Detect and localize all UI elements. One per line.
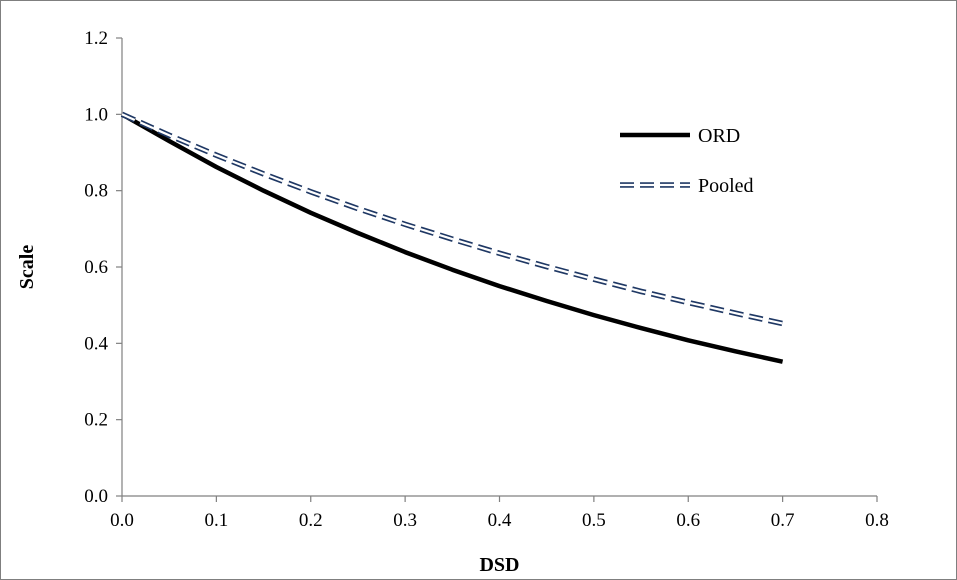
x-tick-label: 0.8 xyxy=(865,510,889,531)
x-tick-label: 0.0 xyxy=(110,510,134,531)
series-line-ord xyxy=(120,112,784,364)
legend: ORD Pooled xyxy=(620,125,754,197)
y-axis-title: Scale xyxy=(16,245,38,290)
x-tick-label: 0.4 xyxy=(488,510,512,531)
series-line-pooled-outline xyxy=(120,111,784,327)
series-line-pooled xyxy=(121,113,783,325)
x-tick-label: 0.6 xyxy=(676,510,700,531)
legend-label-ord: ORD xyxy=(698,125,740,147)
x-tick-label: 0.3 xyxy=(393,510,417,531)
y-tick-label: 1.0 xyxy=(84,104,108,125)
y-tick-label: 1.2 xyxy=(84,28,108,49)
x-axis-title: DSD xyxy=(479,554,519,576)
y-tick-label: 0.2 xyxy=(84,410,108,431)
y-tick-label: 0.0 xyxy=(84,486,108,507)
y-tick-label: 0.6 xyxy=(84,257,108,278)
ticks: 0.0 0.2 0.4 0.6 0.8 1.0 1.2 0.0 0.1 0.2 0.3 0.4 0.5 0… xyxy=(84,28,889,531)
axes xyxy=(121,38,877,497)
x-tick-label: 0.7 xyxy=(771,510,795,531)
legend-label-pooled: Pooled xyxy=(698,175,754,197)
series-layer xyxy=(120,111,784,364)
x-tick-label: 0.1 xyxy=(205,510,229,531)
y-tick-label: 0.4 xyxy=(84,333,108,354)
x-tick-label: 0.2 xyxy=(299,510,323,531)
x-tick-label: 0.5 xyxy=(582,510,606,531)
y-tick-label: 0.8 xyxy=(84,181,108,202)
